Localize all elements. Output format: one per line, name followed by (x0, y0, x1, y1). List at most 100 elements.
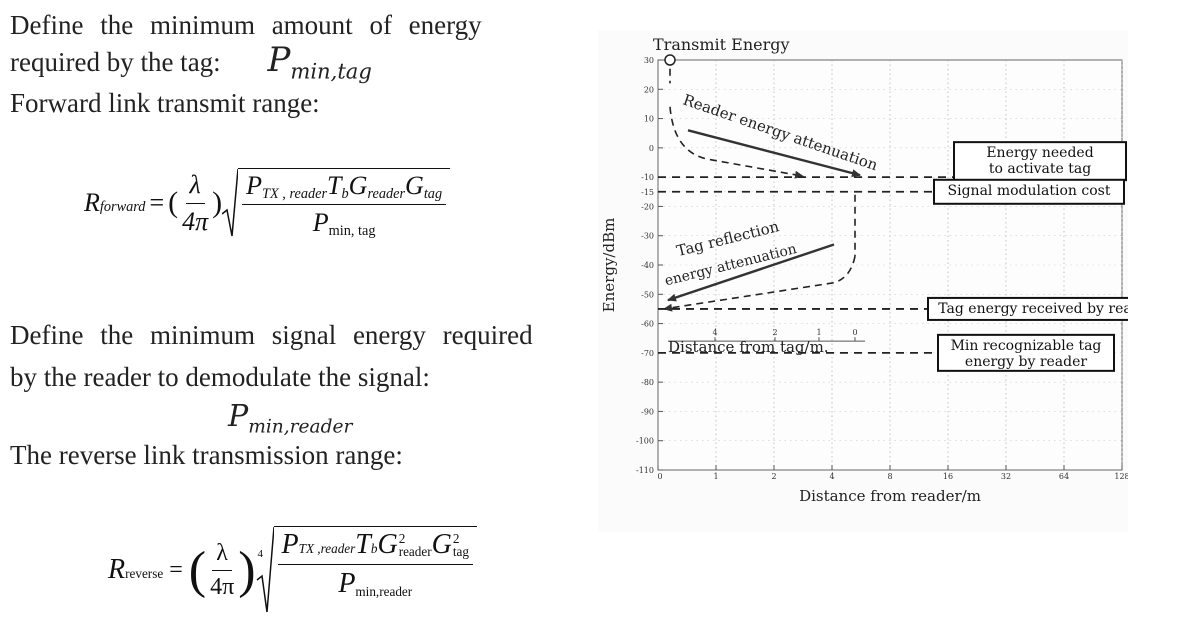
energy-level-label: Min recognizable tag (951, 338, 1102, 354)
reverse-label: The reverse link transmission range: (10, 440, 403, 470)
x-tick-label: 1 (713, 472, 718, 481)
forward-4pi: 4π (182, 206, 209, 236)
transmit-point-marker (664, 54, 676, 66)
forward-rparen: ) (212, 186, 223, 219)
y-tick-label: -80 (641, 378, 654, 387)
pmin-tag-sub: min,tag (290, 58, 372, 84)
forward-lhs-sub: forward (99, 198, 146, 215)
y-tick-label: 30 (644, 56, 654, 65)
reverse-num-t: T (355, 529, 371, 560)
secondary-axis-tick-label: 0 (852, 328, 857, 337)
forward-lambda: λ (185, 170, 205, 204)
x-tick-label: 0 (657, 472, 662, 481)
downlink-dash-path (669, 106, 804, 179)
reader-line-2: by the reader to demodulate the signal: (10, 362, 430, 392)
forward-lhs: R (84, 188, 100, 217)
energy-chart: 3020100-10-15-20-30-40-50-60-70-80-90-10… (600, 35, 1167, 505)
secondary-axis-title: Distance from tag/m. (668, 338, 829, 356)
secondary-axis-tick-label: 1 (816, 328, 821, 337)
tag-reflection-arrow (667, 243, 835, 302)
x-tick-label: 32 (1001, 472, 1011, 481)
forward-num-p: P (246, 171, 263, 200)
y-tick-label: -110 (636, 466, 654, 475)
x-tick-label: 64 (1059, 472, 1069, 481)
forward-lambda-fraction: λ 4π (178, 170, 212, 237)
forward-lparen: ( (168, 186, 179, 219)
reverse-den-p: P (338, 568, 356, 599)
intro-line-2-text: required by the tag: (10, 47, 221, 77)
reverse-lambda-fraction: λ 4π (206, 540, 238, 601)
chart-title: Transmit Energy (653, 35, 790, 54)
pmin-reader-base: P (228, 399, 249, 434)
y-tick-label: -10 (641, 173, 654, 182)
x-tick-label: 8 (887, 472, 892, 481)
x-tick-label: 4 (829, 472, 834, 481)
y-tick-label: -30 (641, 232, 654, 241)
forward-num-t: T (327, 171, 342, 200)
forward-den-p-sub: min, tag (328, 223, 376, 240)
reverse-num-p: P (281, 529, 299, 560)
forward-num-g1-sub: reader (367, 186, 406, 203)
reader-attenuation-arrow (687, 129, 861, 177)
energy-level-label: Signal modulation cost (948, 183, 1111, 199)
reverse-lambda: λ (212, 540, 232, 571)
pmin-tag-symbol: Pmin,tag (267, 40, 372, 84)
energy-level-label: Tag energy received by reader (938, 301, 1128, 317)
reverse-num-g2-sup: 2 (452, 530, 460, 546)
uplink-dash-path (663, 256, 856, 312)
pmin-reader-symbol: Pmin,reader (228, 399, 352, 438)
reverse-num-g1-sub: reader (398, 544, 432, 559)
forward-sqrt: PTX , readerTbGreaderGtag Pmin, tag (222, 168, 451, 240)
reverse-num-g1-subsup: 2 reader (398, 530, 432, 559)
forward-equals: = (149, 188, 165, 217)
reverse-num-t-sub: b (370, 540, 378, 556)
x-axis-title: Distance from reader/m (799, 487, 981, 505)
intro-line-2: required by the tag: Pmin,tag (10, 43, 372, 88)
forward-radical-sign (222, 168, 239, 237)
forward-radicand: PTX , readerTbGreaderGtag Pmin, tag (238, 168, 451, 240)
y-tick-label: -20 (641, 202, 654, 211)
y-tick-label: 0 (649, 144, 654, 153)
y-tick-label: -100 (636, 437, 654, 446)
energy-figure: 30 20 10 0 -10 -15 -20 -30 -40 -50 -60 -70 -80 -90 -10… (598, 30, 1167, 532)
forward-label: Forward link transmit range: (10, 88, 320, 118)
reverse-num-g1: G (377, 529, 398, 560)
reverse-4pi: 4π (210, 573, 235, 600)
reverse-lparen: ( (188, 541, 207, 599)
reverse-num-g1-sup: 2 (398, 530, 406, 546)
secondary-axis-tick-label: 2 (772, 328, 777, 337)
x-tick-label: 16 (943, 472, 953, 481)
forward-denominator: Pmin, tag (309, 205, 380, 240)
pmin-tag-base: P (267, 40, 291, 80)
y-tick-label: -90 (641, 407, 654, 416)
forward-num-g1: G (348, 171, 368, 200)
intro-line-1: Define the minimum amount of energy (10, 10, 482, 40)
reverse-num-p-sub: TX ,reader (298, 540, 356, 556)
forward-main-fraction: PTX , readerTbGreaderGtag Pmin, tag (242, 171, 447, 240)
energy-level-box (937, 333, 1115, 372)
forward-numerator: PTX , readerTbGreaderGtag (242, 171, 447, 205)
reverse-root-index: 4 (257, 548, 264, 560)
forward-den-p: P (312, 208, 329, 237)
y-tick-label: 10 (644, 115, 654, 124)
reverse-lhs: R (108, 554, 126, 585)
y-tick-label: 20 (644, 85, 654, 94)
y-tick-label: -40 (641, 261, 654, 270)
forward-num-t-sub: b (341, 186, 349, 203)
reverse-equals: = (169, 556, 183, 583)
energy-level-box (933, 178, 1125, 205)
pmin-reader-line: Pmin,reader (228, 400, 352, 445)
reverse-denominator: Pmin,reader (334, 565, 416, 600)
forward-num-p-sub: TX , reader (262, 186, 328, 203)
x-tick-label: 128 (1114, 472, 1128, 481)
forward-num-g2: G (405, 171, 424, 200)
energy-level-label: energy by reader (965, 354, 1087, 370)
forward-num-g2-sub: tag (423, 186, 443, 203)
y-tick-label: -60 (641, 320, 654, 329)
y-tick-label: -70 (641, 349, 654, 358)
